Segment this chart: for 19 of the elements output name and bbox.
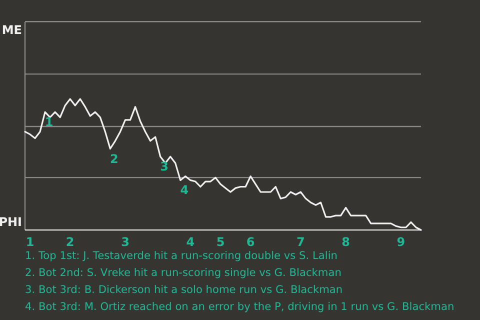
annotation: 2 xyxy=(110,152,118,166)
x-tick-label: 1 xyxy=(26,235,34,249)
text: ME xyxy=(2,23,22,37)
text: 4. Bot 3rd: M. Ortiz reached on an error by the P, driving in 1 run vs G. Blackman xyxy=(25,301,454,313)
x-tick-label: 6 xyxy=(246,235,255,249)
annotation: 1 xyxy=(44,115,54,130)
x-tick-label: 4 xyxy=(186,235,195,249)
x-tick-label: 2 xyxy=(66,235,74,249)
x-tick-label: 8 xyxy=(342,235,350,249)
x-tick-label: 9 xyxy=(396,235,406,249)
x-tick-label: 7 xyxy=(296,235,305,249)
annotation: 3 xyxy=(160,160,169,174)
text: 3. Bot 3rd: B. Dickerson hit a solo home run vs G. Blackman xyxy=(25,284,343,296)
annotation: 4 xyxy=(180,183,189,198)
x-tick-label: 3 xyxy=(121,235,130,249)
text: 1. Top 1st: J. Testaverde hit a run-scoring double vs S. Lalin xyxy=(25,250,338,262)
text: 2. Bot 2nd: S. Vreke hit a run-scoring single vs G. Blackman xyxy=(25,267,342,279)
x-tick-label: 5 xyxy=(216,235,225,249)
text: PHI xyxy=(0,215,22,229)
